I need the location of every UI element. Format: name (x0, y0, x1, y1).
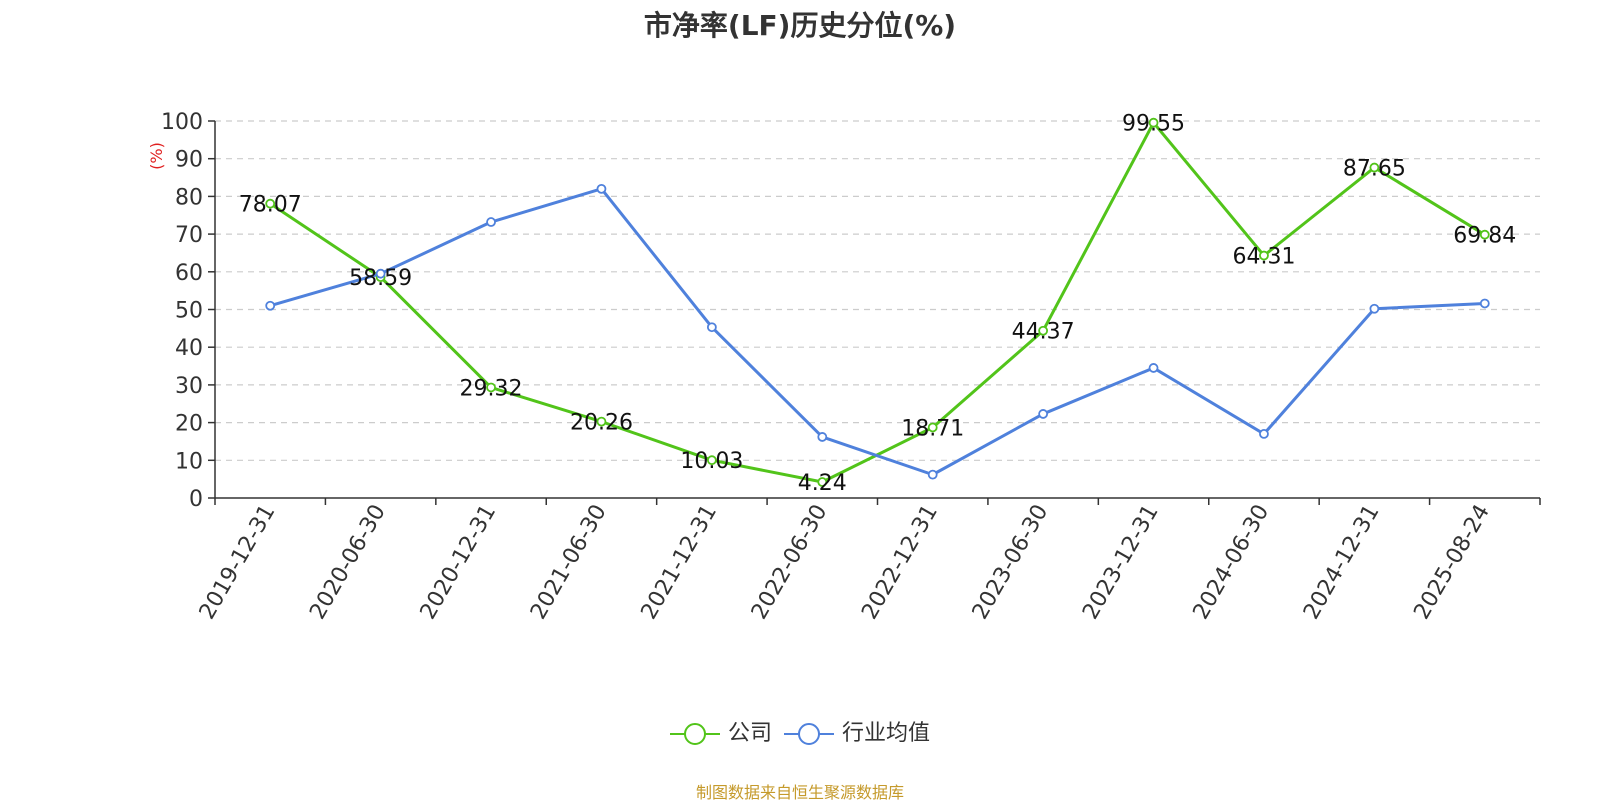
data-source-note: 制图数据来自恒生聚源数据库 (695, 783, 904, 802)
x-tick-label: 2021-12-31 (636, 501, 722, 624)
data-point-industry-average (486, 217, 496, 227)
data-label: 20.26 (570, 411, 633, 436)
legend-label-industry-average: 行业均值 (842, 721, 931, 746)
data-point-company (486, 382, 496, 393)
y-tick-label: 90 (175, 148, 203, 173)
x-tick-label: 2024-06-30 (1189, 501, 1275, 624)
x-tick-label: 2023-12-31 (1078, 501, 1164, 624)
legend-item-company[interactable]: 公司 (669, 721, 772, 747)
x-tick-label: 2022-12-31 (857, 500, 943, 623)
data-point-company (265, 198, 276, 209)
data-point-industry-average (596, 183, 607, 194)
data-point-industry-average (1479, 298, 1490, 309)
data-point-industry-average (927, 469, 938, 480)
data-label: 78.07 (239, 193, 302, 218)
data-label: 29.32 (460, 376, 523, 401)
x-tick-label: 2025-08-24 (1409, 501, 1495, 624)
y-tick-label: 100 (161, 110, 203, 135)
x-tick-label: 2020-12-31 (416, 500, 502, 623)
data-point-industry-average (1148, 363, 1159, 373)
legend-item-industry-average[interactable]: 行业均值 (784, 721, 930, 747)
chart-title: 市净率(LF)历史分位(%) (643, 9, 957, 42)
y-tick-label: 50 (175, 299, 203, 324)
data-label: 87.65 (1343, 157, 1406, 182)
data-point-industry-average (1369, 303, 1380, 314)
y-tick-label: 40 (175, 336, 203, 361)
y-tick-label: 0 (189, 487, 203, 512)
legend-company-line-marker (669, 723, 720, 745)
data-point-industry-average (1038, 409, 1049, 419)
data-point-industry-average (706, 322, 717, 333)
legend: 公司 行业均值 (0, 721, 1600, 747)
data-label: 69.84 (1453, 224, 1516, 249)
y-tick-label: 70 (175, 223, 203, 248)
data-point-industry-average (375, 268, 386, 279)
data-label: 4.24 (798, 471, 847, 496)
data-label: 64.31 (1232, 245, 1295, 270)
data-point-company (927, 422, 938, 433)
data-point-industry-average (1259, 429, 1269, 439)
legend-label-company: 公司 (727, 721, 772, 746)
data-point-company (1479, 229, 1490, 240)
data-point-company (1369, 162, 1380, 173)
data-point-industry-average (817, 432, 828, 442)
x-tick-label: 2021-06-30 (526, 501, 612, 624)
y-tick-label: 60 (175, 261, 203, 286)
data-label: 44.37 (1012, 320, 1075, 345)
y-tick-label: 10 (175, 449, 203, 474)
series-line-company (269, 121, 1486, 484)
legend-industry-line-marker (784, 723, 834, 745)
data-point-company (596, 416, 607, 427)
x-tick-label: 2020-06-30 (305, 501, 391, 624)
data-point-company (1259, 250, 1269, 261)
x-tick-label: 2019-12-31 (195, 501, 281, 624)
x-tick-label: 2023-06-30 (968, 501, 1054, 624)
data-label: 10.03 (680, 449, 743, 474)
y-axis-label: (%) (147, 142, 166, 170)
data-label: 58.59 (349, 266, 412, 291)
y-tick-label: 20 (175, 412, 203, 437)
y-tick-label: 80 (175, 185, 203, 210)
data-label: 99.55 (1122, 112, 1185, 137)
data-point-industry-average (265, 300, 276, 311)
x-tick-label: 2024-12-31 (1299, 501, 1385, 624)
data-point-company (706, 455, 717, 466)
data-point-company (817, 477, 828, 487)
data-point-company (1148, 117, 1159, 128)
y-tick-label: 30 (175, 374, 203, 399)
series-line-industry-average (269, 187, 1485, 477)
x-tick-label: 2022-06-30 (747, 501, 833, 624)
data-label: 18.71 (901, 416, 964, 441)
data-point-company (1038, 325, 1049, 336)
